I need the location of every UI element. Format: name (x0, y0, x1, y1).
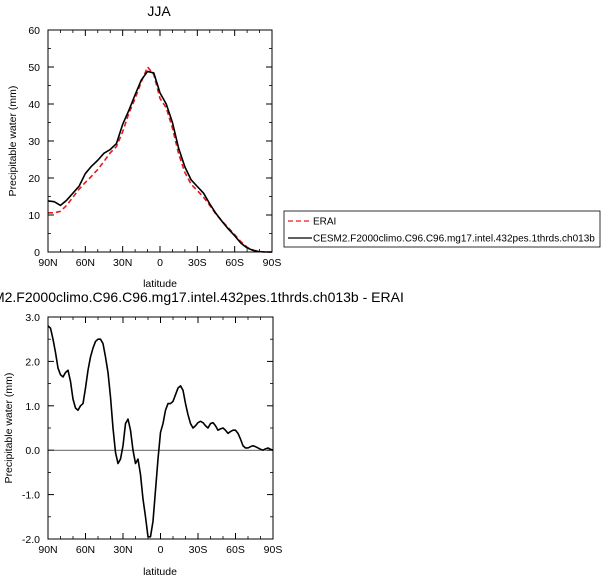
y-tick-label: 3.0 (25, 312, 40, 324)
y-tick-label: 0 (34, 247, 40, 259)
bottom-ylabel: Precipitable water (mm) (3, 373, 15, 484)
bottom-title: CESM2.F2000climo.C96.C96.mg17.intel.432p… (0, 289, 404, 305)
y-tick-label: 1.0 (25, 401, 40, 413)
x-tick-label: 30N (113, 544, 132, 556)
legend-label-cesm2: CESM2.F2000climo.C96.C96.mg17.intel.432p… (313, 234, 595, 245)
bottom-plot-frame (47, 316, 274, 540)
bottom-panel: CESM2.F2000climo.C96.C96.mg17.intel.432p… (0, 289, 404, 578)
y-tick-label: 40 (28, 99, 40, 111)
bottom-xlabel: latitude (143, 566, 177, 578)
y-tick-label: 20 (28, 173, 40, 185)
top-ticks: 90N 60N 30N 0 30S 60S 90S 0 10 20 30 40 50 60 (28, 25, 281, 269)
y-tick-label: 2.0 (25, 356, 40, 368)
legend-label-erai: ERAI (313, 217, 336, 228)
x-tick-label: 90N (38, 544, 57, 556)
x-tick-label: 0 (158, 544, 164, 556)
bottom-ticks: 90N 60N 30N 0 30S 60S 90S -2.0 -1.0 0.0 1.0 2.0 3.0 (22, 312, 282, 556)
x-tick-label: 30S (189, 544, 208, 556)
y-tick-label: 0.0 (25, 445, 40, 457)
y-tick-label: -1.0 (22, 490, 40, 502)
series-line-cesm2 (47, 70, 272, 253)
y-tick-label: 50 (28, 62, 40, 74)
x-tick-label: 0 (157, 257, 163, 269)
x-tick-label: 60S (226, 544, 245, 556)
bottom-series-layer (47, 325, 274, 538)
legend-box (283, 210, 601, 248)
y-tick-label: 30 (28, 136, 40, 148)
x-tick-label: 60N (76, 544, 95, 556)
series-line-erai (48, 66, 272, 253)
top-series-layer (47, 66, 272, 253)
difference-line (47, 325, 274, 538)
y-tick-label: 10 (28, 210, 40, 222)
top-ylabel: Precipitable water (mm) (7, 86, 19, 197)
top-xlabel: latitude (143, 278, 177, 290)
top-plot-frame (47, 29, 273, 253)
x-tick-label: 60N (76, 257, 95, 269)
legend: ERAI CESM2.F2000climo.C96.C96.mg17.intel… (283, 210, 601, 248)
x-tick-label: 90N (38, 257, 57, 269)
x-tick-label: 30N (113, 257, 132, 269)
y-tick-label: 60 (28, 25, 40, 37)
top-title: JJA (147, 3, 171, 19)
x-tick-label: 60S (225, 257, 244, 269)
top-panel: JJA 90N 60N 30N 0 30S 60S 90S 0 10 20 30 40 50 60 lat… (7, 3, 281, 290)
x-tick-label: 90S (264, 544, 283, 556)
y-tick-label: -2.0 (22, 534, 40, 546)
x-tick-label: 30S (188, 257, 207, 269)
x-tick-label: 90S (263, 257, 282, 269)
